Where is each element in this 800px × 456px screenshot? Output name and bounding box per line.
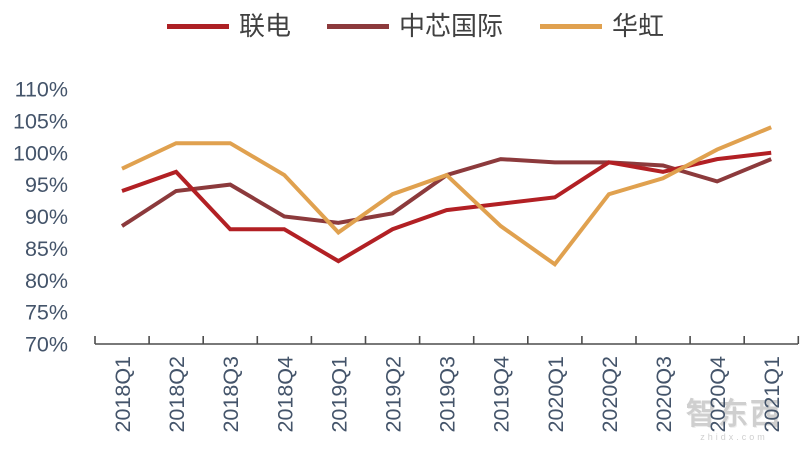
y-axis-tick-label: 110% [15,78,68,102]
x-axis-tick-label: 2019Q2 [382,356,406,433]
legend-item-1[interactable]: 中芯国际 [327,12,503,40]
x-axis-tick-label: 2019Q3 [436,356,460,433]
x-axis-tick-label: 2018Q3 [219,356,243,433]
y-axis-tick-label: 85% [25,237,68,261]
x-axis-tick-label: 2021Q1 [760,356,784,433]
legend-line-swatch-icon [167,23,229,29]
legend-item-2[interactable]: 华虹 [540,12,664,40]
y-axis-tick-label: 105% [13,109,68,133]
series-line-2 [121,125,772,268]
y-axis-tick-label: 100% [13,141,68,165]
x-axis-tick-label: 2018Q4 [273,356,297,433]
x-axis-tick-label: 2020Q1 [544,356,568,433]
x-axis-tick-label: 2018Q2 [165,356,189,433]
x-axis-tick-label: 2019Q4 [490,356,514,433]
y-axis-tick-label: 90% [25,205,68,229]
series-line-0 [121,150,772,264]
legend-item-label: 华虹 [612,11,665,41]
x-axis-tick-label: 2020Q4 [706,356,730,433]
x-axis-tick-label: 2019Q1 [327,356,351,433]
x-axis-tick-label: 2020Q3 [652,356,676,433]
legend: 联电 中芯国际 华虹 [0,0,800,46]
x-axis-tick-label: 2018Q1 [111,356,135,433]
y-axis-tick-label: 95% [25,173,68,197]
y-axis-tick-label: 70% [25,333,68,357]
legend-line-swatch-icon [540,23,602,29]
legend-line-swatch-icon [327,23,389,29]
legend-item-label: 联电 [239,11,292,41]
y-axis-tick-label: 75% [25,301,68,325]
legend-item-0[interactable]: 联电 [167,12,291,40]
y-axis-tick-label: 80% [25,269,68,293]
legend-item-label: 中芯国际 [399,11,504,41]
x-axis-tick-label: 2020Q2 [598,356,622,433]
